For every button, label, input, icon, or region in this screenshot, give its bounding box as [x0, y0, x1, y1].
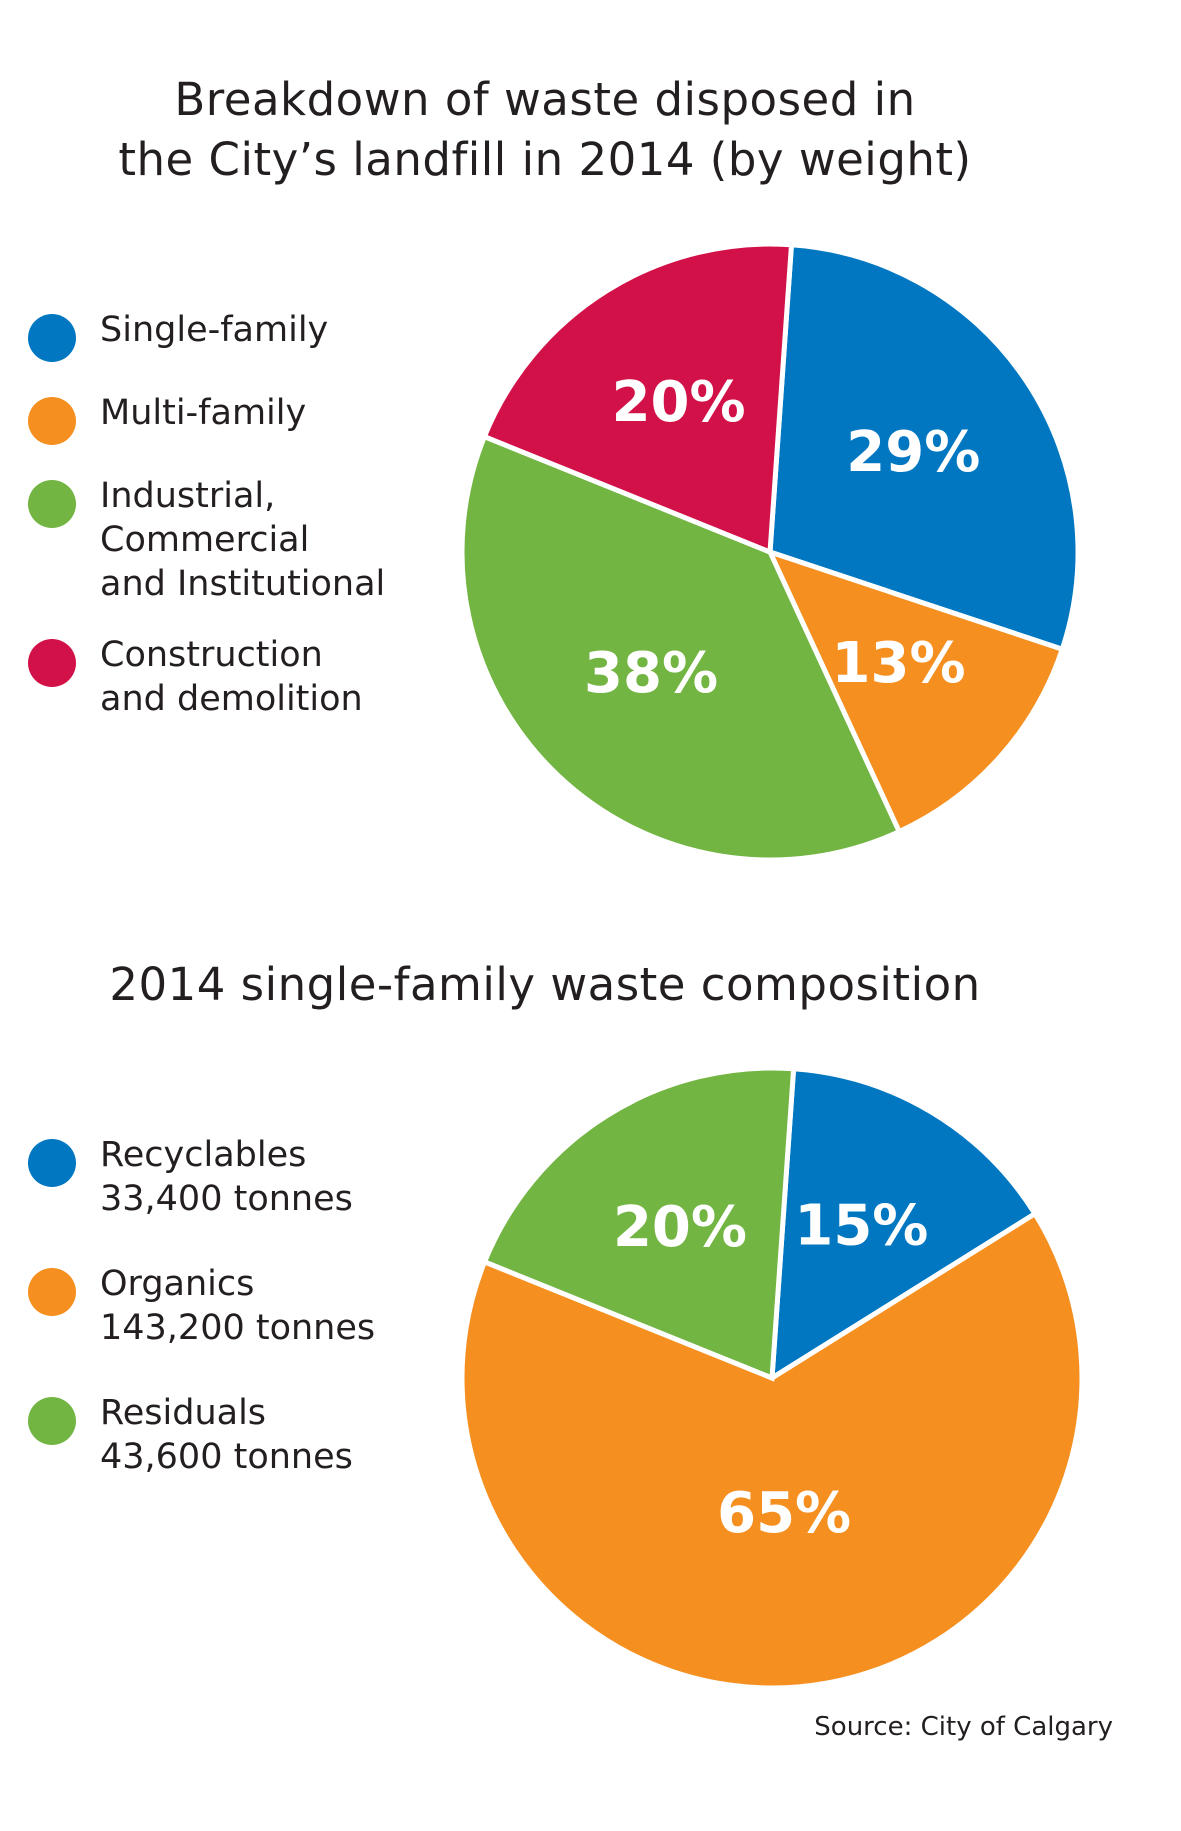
chart-2-slice-3-label: 20% — [613, 1195, 747, 1260]
chart-1-legend-label-4-line-2: and demolition — [100, 679, 363, 719]
chart-1-legend-item-4: Construction and demolition — [28, 633, 385, 721]
chart-2-legend-label-2-line-2: 143,200 tonnes — [100, 1308, 376, 1348]
chart-1-legend-label-3: Industrial, Commercial and Institutional — [100, 474, 385, 606]
chart-2-legend-label-1-line-1: Recyclables — [100, 1135, 307, 1175]
chart-1-legend-item-3: Industrial, Commercial and Institutional — [28, 474, 385, 606]
chart-1-slice-1-label: 29% — [846, 420, 980, 485]
chart-1-legend-label-4: Construction and demolition — [100, 633, 385, 721]
chart-2-legend-item-2: Organics 143,200 tonnes — [28, 1262, 375, 1350]
chart-1-legend-swatch-1 — [28, 314, 76, 362]
chart-1-title: Breakdown of waste disposed in the City’… — [0, 70, 1090, 190]
chart-2-legend-item-3: Residuals 43,600 tonnes — [28, 1391, 375, 1479]
chart-1-legend-label-3-line-2: Commercial — [100, 520, 310, 560]
chart-1-title-line-2: the City’s landfill in 2014 (by weight) — [118, 133, 972, 186]
chart-2-legend-label-1: Recyclables 33,400 tonnes — [100, 1133, 375, 1221]
chart-1-slice-4 — [481, 241, 795, 556]
source-note: Source: City of Calgary — [814, 1712, 1113, 1742]
chart-1-slice-2 — [765, 547, 1066, 835]
chart-2-legend-label-2-line-1: Organics — [100, 1264, 255, 1304]
chart-1-legend-swatch-3 — [28, 480, 76, 528]
chart-2-legend-label-3-line-2: 43,600 tonnes — [100, 1437, 353, 1477]
chart-1-legend-item-2: Multi-family — [28, 391, 385, 445]
chart-1-legend-swatch-4 — [28, 639, 76, 687]
chart-1-slice-1 — [767, 242, 1081, 653]
chart-2-legend-item-1: Recyclables 33,400 tonnes — [28, 1133, 375, 1221]
chart-2-legend: Recyclables 33,400 tonnes Organics 143,200 … — [28, 1133, 375, 1520]
chart-2-legend-swatch-3 — [28, 1397, 76, 1445]
chart-1-legend: Single-family Multi-family Industrial, Comm… — [28, 308, 385, 760]
chart-2-slice-1 — [769, 1066, 1039, 1383]
chart-2-legend-label-3-line-1: Residuals — [100, 1393, 267, 1433]
chart-1-slice-2-label: 13% — [832, 631, 966, 696]
chart-2-title-line-1: 2014 single-family waste composition — [109, 958, 981, 1011]
chart-2-slice-2 — [459, 1210, 1085, 1691]
chart-2-title: 2014 single-family waste composition — [0, 955, 1090, 1015]
chart-1-legend-item-1: Single-family — [28, 308, 385, 362]
chart-2-legend-label-1-line-2: 33,400 tonnes — [100, 1179, 353, 1219]
chart-1-legend-label-4-line-1: Construction — [100, 635, 323, 675]
chart-1-legend-swatch-2 — [28, 397, 76, 445]
chart-1-title-line-1: Breakdown of waste disposed in — [174, 73, 916, 126]
chart-1-legend-label-1-line-1: Single-family — [100, 310, 329, 350]
chart-1-legend-label-1: Single-family — [100, 308, 385, 352]
chart-2-legend-swatch-2 — [28, 1268, 76, 1316]
chart-2-slice-3 — [481, 1065, 797, 1382]
chart-1-legend-label-2: Multi-family — [100, 391, 385, 435]
chart-2-slice-2-label: 65% — [717, 1481, 851, 1546]
chart-2-legend-swatch-1 — [28, 1139, 76, 1187]
chart-2-legend-label-3: Residuals 43,600 tonnes — [100, 1391, 375, 1479]
chart-1-legend-label-3-line-1: Industrial, — [100, 476, 276, 516]
chart-1-legend-label-2-line-1: Multi-family — [100, 393, 307, 433]
chart-1-slice-3-label: 38% — [584, 641, 718, 706]
chart-1-slice-4-label: 20% — [612, 370, 746, 435]
chart-1-legend-label-3-line-3: and Institutional — [100, 564, 386, 604]
chart-1-slice-3 — [459, 433, 903, 863]
chart-2-legend-label-2: Organics 143,200 tonnes — [100, 1262, 375, 1350]
chart-2-slice-1-label: 15% — [794, 1193, 928, 1258]
